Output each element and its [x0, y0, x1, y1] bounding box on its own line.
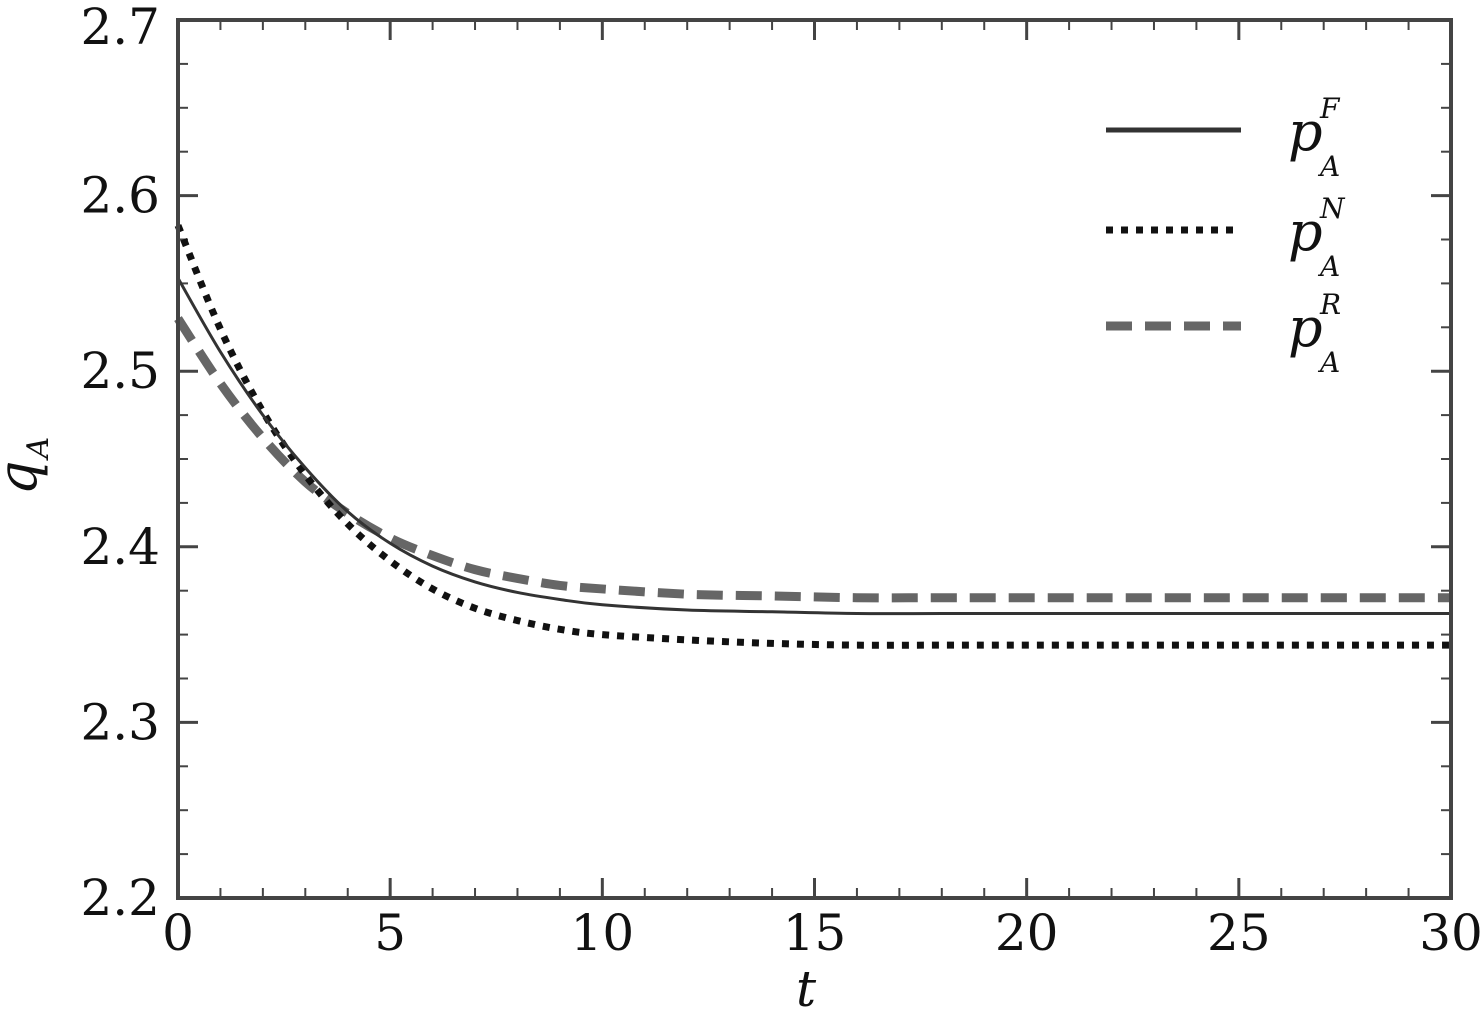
major-ticks: [176, 18, 1453, 900]
x-tick-label: 15: [783, 904, 847, 962]
x-tick-label: 30: [1419, 904, 1482, 962]
series-line-r: [174, 316, 1451, 603]
x-tick-label: 5: [374, 904, 406, 962]
series-layer: [174, 224, 1451, 649]
legend-label-base: p: [1288, 100, 1323, 163]
x-tick-label: 25: [1207, 904, 1271, 962]
x-axis-label: t: [796, 960, 817, 1018]
y-axis-label-sub: A: [21, 437, 56, 462]
legend-label-base: p: [1288, 296, 1323, 359]
y-tick-label: 2.4: [80, 518, 160, 576]
plot-frame: [176, 18, 1453, 900]
y-tick-label: 2.7: [80, 0, 160, 56]
x-tick-label: 0: [162, 904, 194, 962]
legend-label-base: p: [1288, 200, 1323, 263]
series-line-f: [176, 277, 1451, 616]
y-axis-label-base: q: [0, 461, 49, 496]
svg-text:qA: qA: [0, 437, 56, 495]
x-tick-labels: 0 5 10 15 20 25 30: [162, 904, 1482, 962]
legend-label-sub: A: [1317, 150, 1340, 183]
x-tick-label: 10: [571, 904, 635, 962]
y-tick-labels: 2.2 2.3 2.4 2.5 2.6 2.7: [80, 0, 160, 927]
legend-label-sub: A: [1317, 250, 1340, 283]
legend-label-sup: R: [1319, 288, 1341, 321]
y-tick-label: 2.6: [80, 167, 160, 225]
y-tick-label: 2.5: [80, 342, 160, 400]
y-axis-label: qA: [0, 437, 56, 495]
x-tick-label: 20: [995, 904, 1059, 962]
minor-ticks: [178, 20, 1451, 898]
series-line-n: [174, 224, 1451, 649]
legend-label-sup: N: [1319, 192, 1346, 225]
legend-label-sub: A: [1317, 346, 1340, 379]
y-tick-label: 2.2: [80, 869, 160, 927]
y-tick-label: 2.3: [80, 693, 160, 751]
legend-label-sup: F: [1319, 92, 1341, 125]
